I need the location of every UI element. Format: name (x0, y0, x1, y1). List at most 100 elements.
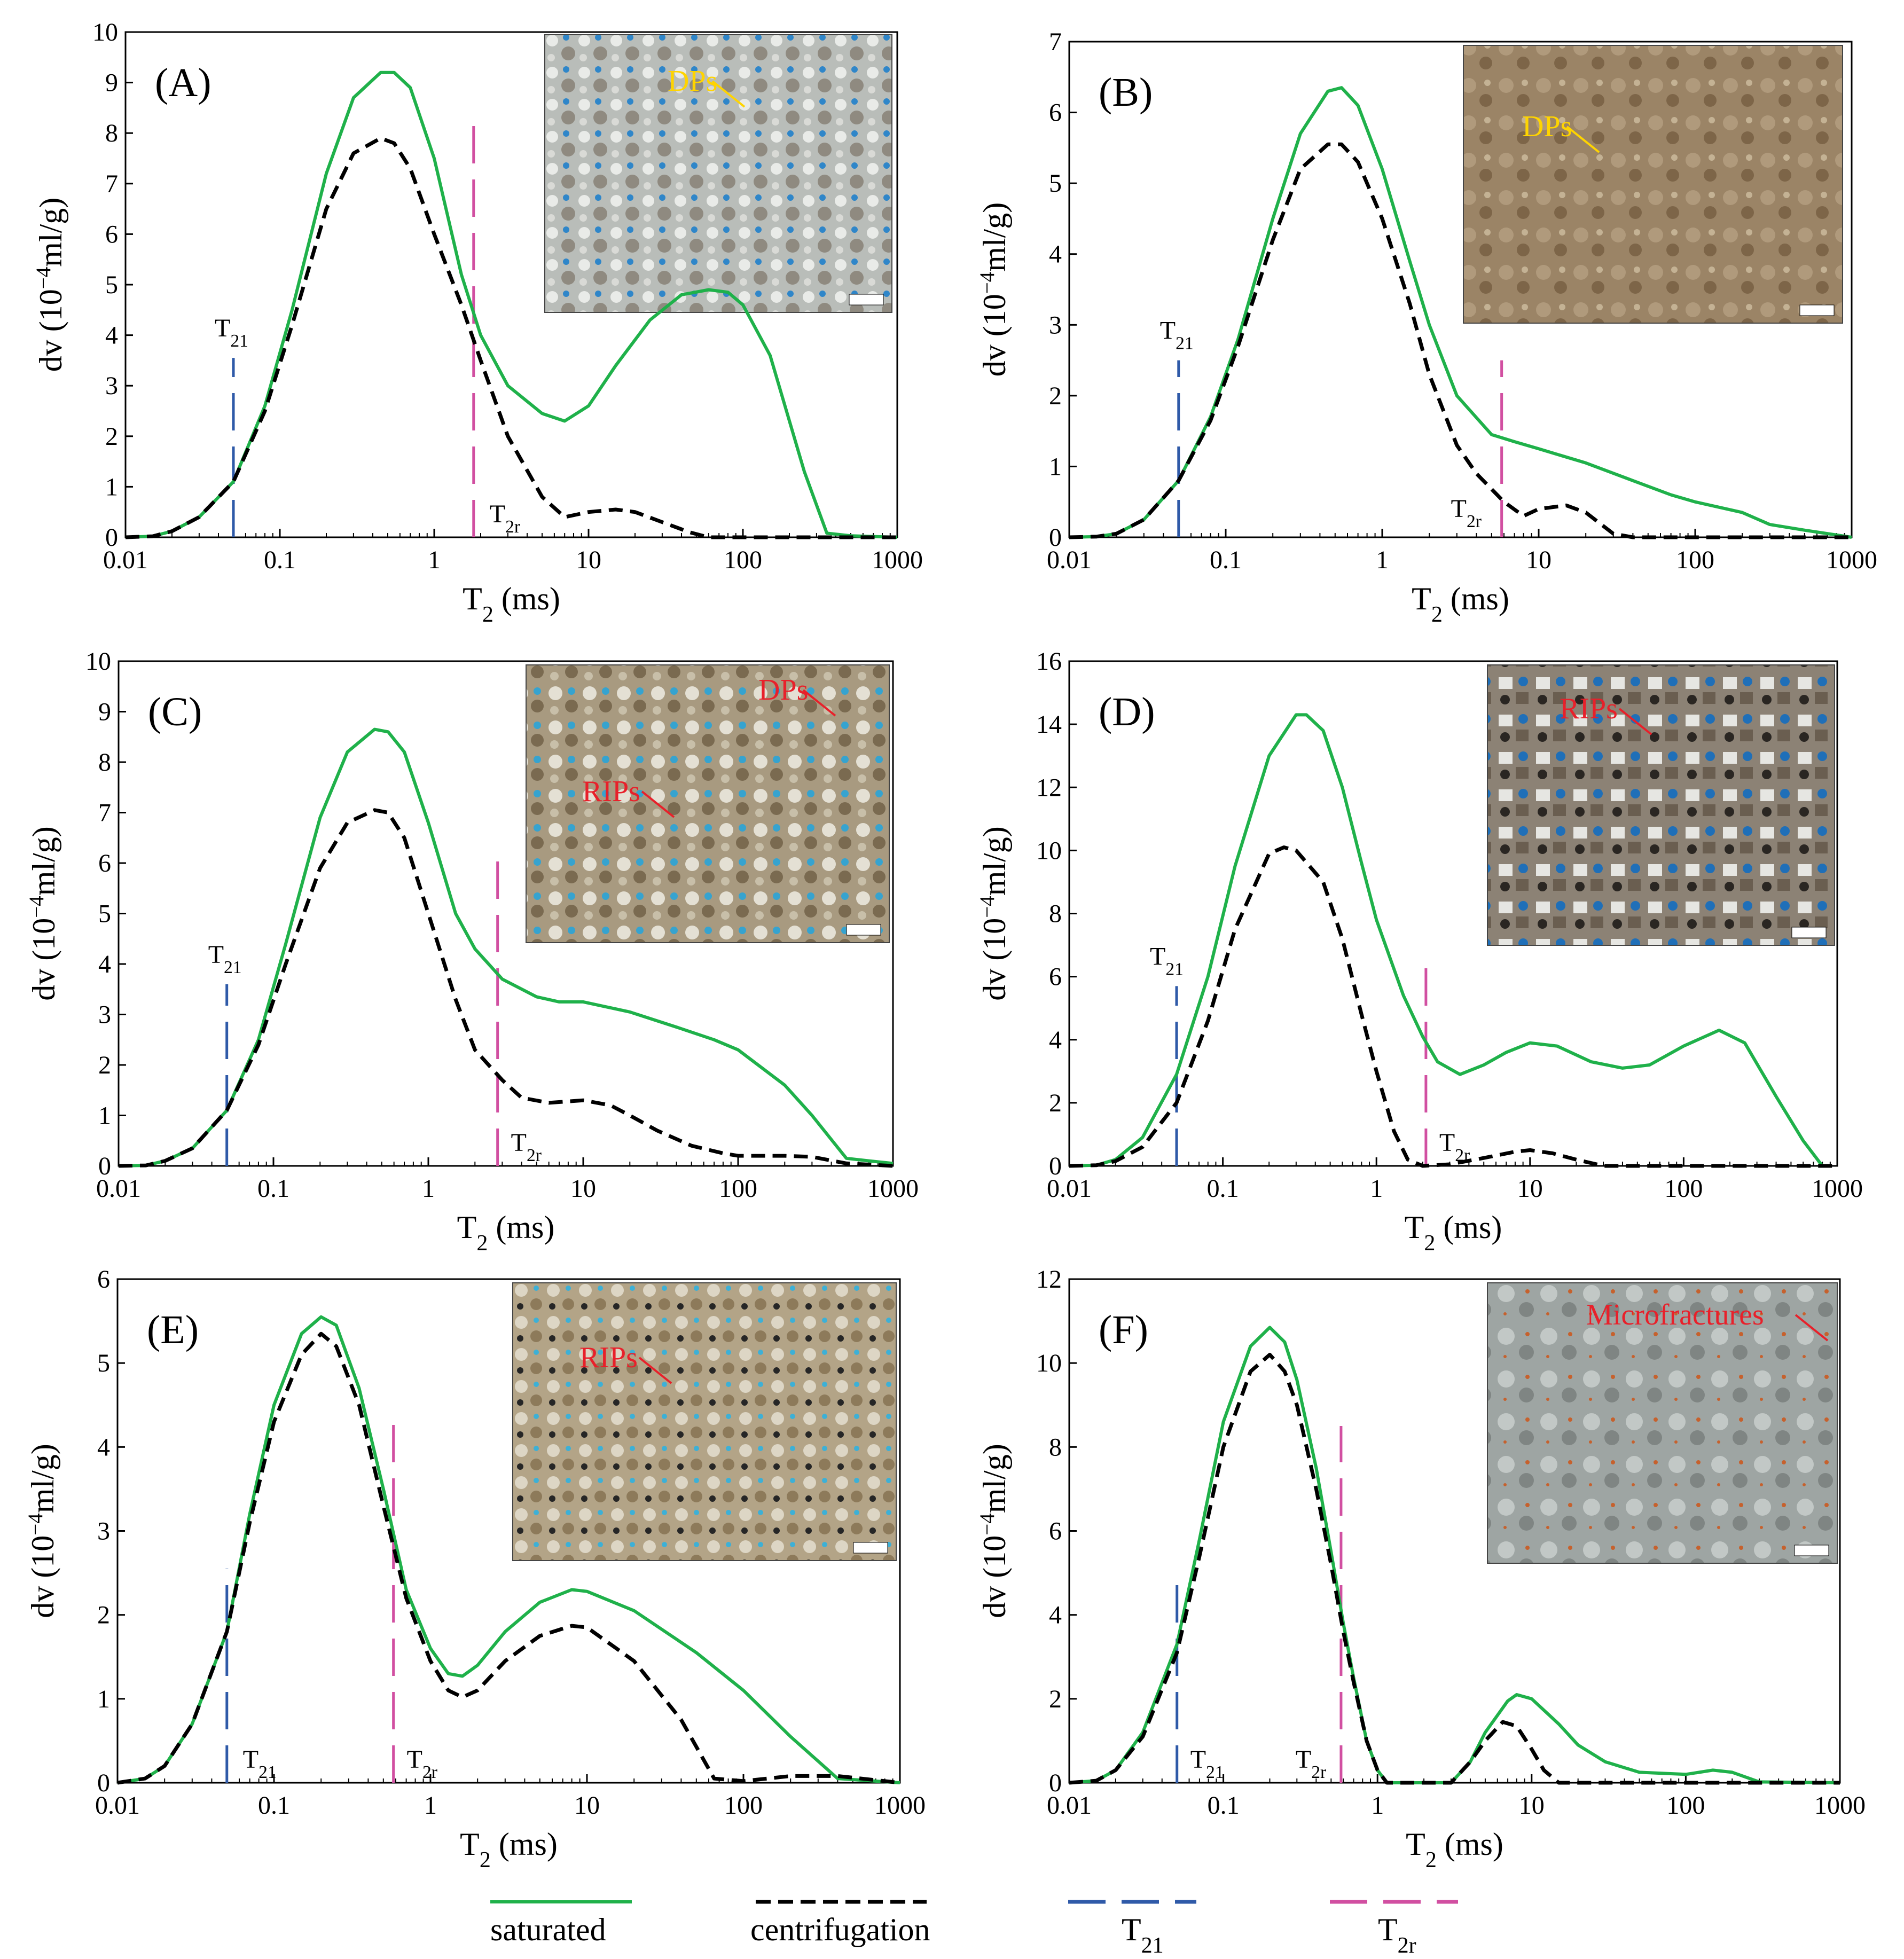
x-tick-label: 10 (574, 1791, 600, 1820)
x-tick-label: 10 (570, 1174, 596, 1203)
photo-label: DPs (1522, 110, 1572, 143)
x-axis-label: T2 (ms) (1406, 1827, 1503, 1872)
y-tick-label: 4 (1049, 240, 1062, 269)
x-tick-label: 0.1 (264, 546, 296, 574)
legend-item-centrifugation: centrifugation (750, 1900, 930, 1947)
y-tick-label: 16 (1036, 647, 1062, 676)
x-tick-label: 0.1 (1207, 1174, 1239, 1203)
panel-tag: (E) (147, 1307, 199, 1352)
y-tick-label: 0 (98, 1152, 111, 1180)
y-tick-label: 3 (1049, 311, 1062, 339)
y-tick-label: 8 (1049, 1433, 1062, 1461)
t21-label: T21 (1160, 317, 1194, 354)
y-axis-label: dv (10−4ml/g) (24, 1444, 61, 1618)
y-tick-label: 2 (1049, 1685, 1062, 1713)
t2r-label: T2r (490, 500, 520, 537)
x-tick-label: 1 (422, 1174, 435, 1203)
y-tick-label: 0 (97, 1769, 110, 1797)
x-tick-label: 10 (576, 546, 601, 574)
t2r-label: T2r (1439, 1129, 1470, 1165)
t21-label: T21 (215, 314, 248, 351)
x-tick-label: 0.01 (1047, 1791, 1092, 1820)
series-centrifugation (1069, 845, 1837, 1168)
x-tick-label: 100 (724, 546, 762, 574)
series-saturated (1069, 713, 1824, 1167)
t2r-label: T2r (1296, 1745, 1326, 1782)
x-tick-label: 0.01 (1047, 1174, 1092, 1203)
y-tick-label: 2 (105, 422, 118, 451)
photo-arrow (638, 1357, 672, 1384)
y-tick-label: 4 (97, 1433, 110, 1461)
y-tick-label: 6 (105, 220, 118, 248)
y-tick-label: 2 (97, 1601, 110, 1629)
series-centrifugation (1069, 142, 1852, 539)
y-tick-label: 0 (1049, 523, 1062, 552)
x-tick-label: 0.1 (1210, 546, 1242, 574)
panel-tag: (F) (1099, 1307, 1148, 1352)
photomicrograph-inset: DPs (544, 34, 892, 313)
x-tick-label: 0.1 (258, 1791, 290, 1820)
x-axis-label: T2 (ms) (460, 1827, 558, 1872)
y-tick-label: 4 (1049, 1601, 1062, 1629)
y-tick-label: 7 (98, 799, 111, 827)
y-tick-label: 5 (105, 271, 118, 299)
y-tick-label: 10 (85, 647, 111, 676)
photomicrograph-inset: DPs (1463, 45, 1843, 324)
t2r-label: T2r (1451, 495, 1482, 531)
photo-label: RIPs (1560, 692, 1618, 725)
y-tick-label: 2 (1049, 382, 1062, 410)
photo-label: DPs (758, 673, 808, 707)
panel-A: DPs 0 1 2 3 4 5 6 7 8 9 10 0.01 0.1 1 10 100 1000 T2 (ms) d… (32, 18, 923, 627)
y-tick-label: 5 (98, 900, 111, 928)
x-tick-label: 10 (1519, 1791, 1545, 1820)
t21-label: T21 (243, 1745, 277, 1782)
y-tick-label: 12 (1036, 773, 1062, 802)
x-tick-label: 100 (1676, 546, 1714, 574)
y-tick-label: 1 (105, 473, 118, 501)
x-tick-label: 1 (428, 546, 441, 574)
x-tick-label: 1000 (1826, 546, 1877, 574)
series-centrifugation (125, 136, 897, 539)
panel-D: RIPs 0 2 4 6 8 10 12 14 16 0.01 0.1 1 10 100 1000 T2 (ms… (976, 647, 1863, 1256)
y-tick-label: 9 (105, 69, 118, 97)
y-axis-label: dv (10−4ml/g) (976, 1444, 1013, 1618)
t2r-label: T2r (407, 1745, 437, 1782)
y-tick-label: 7 (1049, 28, 1062, 56)
photo-arrow (802, 689, 836, 717)
y-tick-label: 6 (1049, 963, 1062, 991)
x-tick-label: 1000 (1814, 1791, 1866, 1820)
y-tick-label: 9 (98, 698, 111, 726)
photo-arrow (1795, 1314, 1829, 1342)
y-tick-label: 3 (105, 372, 118, 400)
series-saturated (118, 727, 894, 1167)
y-tick-label: 4 (1049, 1026, 1062, 1054)
x-tick-label: 100 (719, 1174, 757, 1203)
y-tick-label: 2 (1049, 1089, 1062, 1117)
x-tick-label: 1 (424, 1791, 437, 1820)
y-axis-label: dv (10−4ml/g) (976, 202, 1013, 377)
y-tick-label: 10 (1036, 1349, 1062, 1377)
y-tick-label: 7 (105, 170, 118, 198)
panel-B: DPs 0 1 2 3 4 5 6 7 0.01 0.1 1 10 100 1000 T2 (ms) dv (1… (976, 28, 1878, 627)
photomicrograph-inset: RIPs (512, 1282, 897, 1561)
x-tick-label: 1000 (872, 546, 923, 574)
y-tick-label: 3 (98, 1001, 111, 1029)
panel-tag: (B) (1099, 70, 1153, 115)
legend-item-t2r: T2r (1330, 1900, 1458, 1958)
x-tick-label: 100 (1664, 1174, 1703, 1203)
y-tick-label: 6 (1049, 1517, 1062, 1546)
series-centrifugation (118, 808, 894, 1168)
legend-item-t21: T21 (1068, 1900, 1196, 1958)
y-tick-label: 14 (1036, 710, 1062, 739)
plot-frame (1068, 41, 1853, 538)
x-tick-label: 0.01 (103, 546, 148, 574)
y-tick-label: 5 (1049, 169, 1062, 198)
panel-tag: (C) (148, 689, 202, 734)
photo-label: DPs (668, 65, 717, 98)
x-tick-label: 0.1 (257, 1174, 289, 1203)
y-tick-label: 5 (97, 1349, 110, 1377)
legend-item-saturated: saturated (490, 1900, 632, 1947)
y-tick-label: 12 (1036, 1265, 1062, 1294)
y-tick-label: 0 (105, 523, 118, 552)
